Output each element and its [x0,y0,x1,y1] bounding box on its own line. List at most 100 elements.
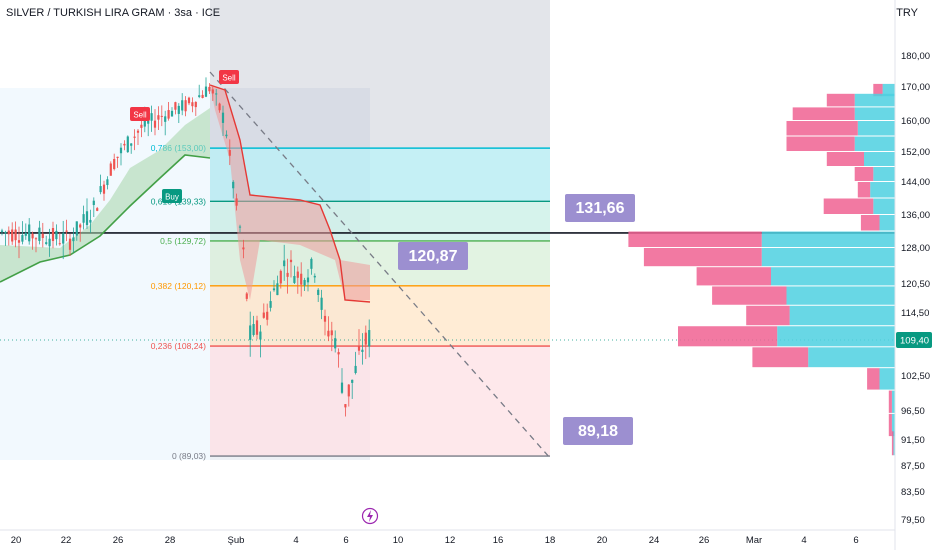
candle-body [181,100,184,111]
vp-bar-cyan [777,326,895,347]
supertrend-fill-bear [210,85,370,300]
candle-body [109,163,112,176]
candle-body [113,158,116,170]
candle-body [102,184,106,194]
candle-body [17,240,21,243]
candle-body [347,384,350,397]
candle-body [7,230,10,235]
gray-zone [210,0,550,148]
candle-body [160,115,163,117]
vp-bar-pink [786,121,858,136]
price-tick: 160,00 [901,116,930,127]
candle-body [167,110,170,119]
candle-body [357,346,361,351]
candle-body [79,224,82,228]
candle-body [150,113,153,121]
candle-body [242,247,245,250]
fib-band [210,240,550,286]
candle-body [351,379,354,383]
time-tick: 26 [699,535,710,546]
candle-body [45,242,48,244]
vp-bar-pink [823,198,874,214]
vp-bar-cyan [771,267,895,286]
candle-body [354,365,357,374]
candle-body [327,330,330,337]
candle-body [313,275,316,278]
candle-body [238,226,242,228]
candle-body [153,120,157,128]
vp-bar-pink [860,215,880,231]
volume-profile [628,83,895,456]
candle-body [82,214,85,223]
candle-body [28,224,31,242]
candle-body [85,211,89,226]
time-tick: 12 [445,535,456,546]
vp-bar-cyan [879,368,895,390]
price-tick: 152,00 [901,147,930,158]
vp-bar-cyan [870,182,895,198]
candle-body [245,293,248,299]
candle-body [221,112,225,123]
candle-body [344,404,347,408]
signal-label: Sell [133,111,147,120]
candle-body [204,86,208,97]
time-tick: 16 [493,535,504,546]
candle-body [0,230,4,232]
vp-bar-cyan [882,83,895,97]
candle-body [300,273,303,285]
candle-body [34,238,38,240]
vp-bar-cyan [854,107,895,120]
candle-body [89,219,92,223]
time-tick: 10 [393,535,404,546]
candle-body [320,297,323,310]
candle-body [147,119,150,124]
callout-box [563,417,633,445]
candle-body [177,105,180,114]
vp-bar-cyan [879,215,895,231]
candle-body [65,230,68,232]
vp-bar-pink [786,136,855,151]
candle-body [4,231,7,234]
vp-bar-pink [854,167,874,181]
candle-body [116,156,119,158]
candle-body [75,221,78,236]
fib-label: 0,382 (120,12) [151,281,206,291]
candle-body [51,228,55,242]
candle-body [262,312,265,318]
vp-bar-pink [628,231,762,247]
vp-bar-pink [888,390,892,413]
candle-body [140,124,143,128]
candle-body [14,229,17,241]
candle-body [235,198,238,206]
candle-body [21,234,24,242]
candle-body [340,382,344,393]
candle-body [191,102,194,107]
candle-body [211,89,214,94]
candle-body [279,270,282,284]
candle-body [269,301,272,308]
candle-body [289,259,293,263]
candle-body [72,237,75,242]
candle-body [337,352,340,355]
price-tick: 102,50 [901,371,930,382]
vp-bar-pink [826,93,855,107]
signal-label: Buy [165,193,179,202]
callout-box [398,242,468,270]
candle-body [293,275,296,283]
vp-bar-pink [792,107,855,120]
time-tick: 6 [343,535,348,546]
candle-body [96,208,99,211]
vp-bar-cyan [893,431,895,456]
vp-bar-cyan [786,286,895,305]
candle-body [364,332,367,345]
time-tick: Şub [228,535,245,546]
time-tick: 20 [11,535,22,546]
candle-body [208,86,211,92]
vp-bar-cyan [761,231,895,247]
fib-label: 0,5 (129,72) [160,236,206,246]
price-tick: 114,50 [901,308,929,319]
price-tick: 180,00 [901,51,930,62]
candle-body [201,94,204,98]
